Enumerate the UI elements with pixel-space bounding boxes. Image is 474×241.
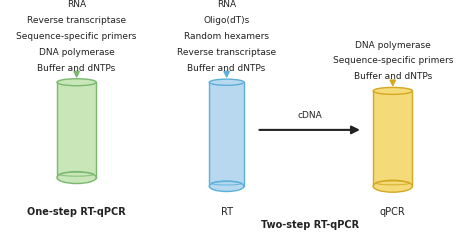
- Text: Sequence-specific primers: Sequence-specific primers: [333, 56, 453, 66]
- Text: One-step RT-qPCR: One-step RT-qPCR: [27, 207, 126, 217]
- Text: cDNA: cDNA: [297, 111, 322, 120]
- Ellipse shape: [210, 79, 244, 85]
- Ellipse shape: [373, 87, 412, 94]
- Text: RNA: RNA: [67, 0, 86, 9]
- Text: Buffer and dNTPs: Buffer and dNTPs: [188, 64, 266, 73]
- Bar: [57, 82, 96, 178]
- Text: qPCR: qPCR: [380, 207, 406, 217]
- Bar: [210, 82, 244, 186]
- Text: Random hexamers: Random hexamers: [184, 32, 269, 41]
- Text: DNA polymerase: DNA polymerase: [355, 41, 431, 50]
- Ellipse shape: [373, 180, 412, 192]
- Ellipse shape: [210, 181, 244, 192]
- Text: Two-step RT-qPCR: Two-step RT-qPCR: [261, 220, 359, 230]
- Text: Buffer and dNTPs: Buffer and dNTPs: [354, 72, 432, 81]
- Ellipse shape: [57, 172, 96, 184]
- Text: Sequence-specific primers: Sequence-specific primers: [17, 32, 137, 41]
- Text: Buffer and dNTPs: Buffer and dNTPs: [37, 64, 116, 73]
- Text: Reverse transcriptase: Reverse transcriptase: [27, 16, 126, 25]
- Text: DNA polymerase: DNA polymerase: [39, 48, 115, 57]
- Text: Reverse transcriptase: Reverse transcriptase: [177, 48, 276, 57]
- Text: RNA: RNA: [217, 0, 236, 9]
- Text: RT: RT: [220, 207, 233, 217]
- Ellipse shape: [57, 79, 96, 86]
- Bar: [373, 91, 412, 186]
- Text: Oligo(dT)s: Oligo(dT)s: [203, 16, 250, 25]
